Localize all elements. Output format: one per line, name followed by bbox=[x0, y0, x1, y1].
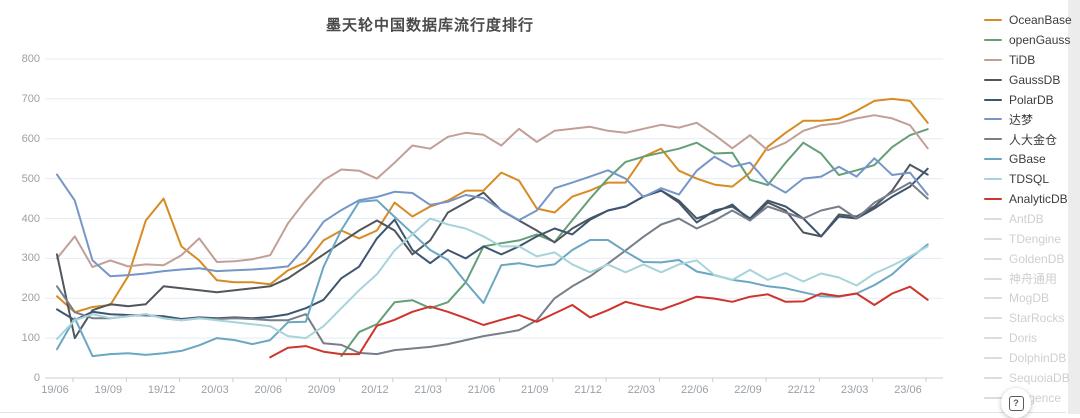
legend-item-label: AnalyticDB bbox=[1009, 191, 1068, 206]
legend-swatch-icon bbox=[984, 98, 1002, 101]
x-axis-tick-label: 22/06 bbox=[680, 384, 709, 396]
legend-swatch-icon bbox=[984, 138, 1002, 141]
legend-item-label: MogDB bbox=[1009, 291, 1050, 306]
legend-item-label: 人大金仓 bbox=[1009, 132, 1058, 147]
legend-item-PolarDB[interactable]: PolarDB bbox=[984, 90, 1076, 110]
legend-item-人大金仓[interactable]: 人大金仓 bbox=[984, 129, 1076, 149]
question-mark-icon: ? bbox=[1008, 395, 1024, 411]
x-axis-tick-label: 20/06 bbox=[254, 384, 282, 396]
chart-legend: OceanBase openGauss TiDB GaussDB PolarDB 达梦人大… bbox=[984, 10, 1076, 408]
y-axis-tick-label: 300 bbox=[21, 252, 40, 265]
legend-swatch-icon bbox=[984, 337, 1002, 340]
x-axis-tick-label: 20/03 bbox=[201, 384, 229, 396]
series-line-OceanBase bbox=[56, 97, 929, 314]
x-axis-tick-label: 22/12 bbox=[787, 384, 816, 396]
legend-item-label: TDSQL bbox=[1009, 172, 1050, 187]
legend-item-label: GaussDB bbox=[1009, 72, 1061, 87]
legend-swatch-icon bbox=[984, 277, 1002, 280]
legend-item-Doris[interactable]: Doris bbox=[984, 328, 1076, 348]
series-line-AnalyticDB bbox=[269, 285, 929, 359]
legend-item-SequoiaDB[interactable]: SequoiaDB bbox=[984, 368, 1076, 388]
legend-item-label: SequoiaDB bbox=[1009, 370, 1070, 385]
x-axis-tick-label: 23/03 bbox=[840, 384, 869, 396]
legend-swatch-icon bbox=[984, 58, 1002, 61]
series-line-GaussDB bbox=[56, 163, 929, 340]
scrollbar-track[interactable] bbox=[1068, 0, 1080, 414]
legend-item-label: DolphinDB bbox=[1009, 351, 1067, 366]
legend-item-神舟通用[interactable]: 神舟通用 bbox=[984, 269, 1076, 289]
x-axis-tick-label: 19/06 bbox=[41, 384, 69, 396]
y-axis-tick-label: 800 bbox=[21, 53, 40, 65]
help-button[interactable]: ? bbox=[1001, 388, 1031, 418]
legend-swatch-icon bbox=[984, 38, 1002, 41]
legend-item-StarRocks[interactable]: StarRocks bbox=[984, 308, 1076, 328]
x-axis-tick-label: 22/03 bbox=[627, 384, 656, 396]
x-axis-tick-label: 21/09 bbox=[521, 384, 549, 396]
page-divider bbox=[0, 412, 1066, 413]
legend-item-label: TDengine bbox=[1009, 231, 1062, 246]
y-axis-tick-label: 0 bbox=[33, 372, 40, 384]
legend-item-label: GoldenDB bbox=[1009, 251, 1065, 266]
series-line-TiDB bbox=[56, 114, 929, 269]
legend-item-TDSQL[interactable]: TDSQL bbox=[984, 169, 1076, 189]
legend-item-TDengine[interactable]: TDengine bbox=[984, 229, 1076, 249]
legend-swatch-icon bbox=[984, 78, 1002, 81]
legend-item-label: OceanBase bbox=[1009, 12, 1072, 27]
x-axis-tick-label: 21/12 bbox=[574, 384, 602, 396]
y-axis-tick-label: 200 bbox=[21, 292, 40, 305]
legend-item-AnalyticDB[interactable]: AnalyticDB bbox=[984, 189, 1076, 209]
legend-item-openGauss[interactable]: openGauss bbox=[984, 30, 1076, 50]
y-axis-tick-label: 400 bbox=[21, 212, 40, 225]
x-axis-tick-label: 19/12 bbox=[147, 384, 176, 396]
legend-swatch-icon bbox=[984, 237, 1002, 240]
x-axis-tick-label: 21/03 bbox=[414, 384, 442, 396]
y-axis-tick-label: 500 bbox=[21, 172, 40, 185]
y-axis-tick-label: 100 bbox=[21, 332, 40, 345]
legend-item-label: AntDB bbox=[1009, 211, 1044, 226]
legend-item-GaussDB[interactable]: GaussDB bbox=[984, 70, 1076, 90]
series-line-TDSQL bbox=[56, 217, 929, 340]
x-axis-tick-label: 20/09 bbox=[307, 384, 336, 396]
legend-item-label: GBase bbox=[1009, 152, 1046, 167]
legend-item-label: StarRocks bbox=[1009, 311, 1065, 326]
legend-item-label: TiDB bbox=[1009, 52, 1036, 67]
legend-swatch-icon bbox=[984, 396, 1002, 399]
legend-item-label: Doris bbox=[1009, 331, 1038, 346]
chart-title: 墨天轮中国数据库流行度排行 bbox=[325, 17, 534, 34]
x-axis-tick-label: 23/06 bbox=[894, 384, 922, 396]
legend-item-label: openGauss bbox=[1009, 32, 1071, 47]
legend-item-label: 神舟通用 bbox=[1009, 272, 1058, 287]
legend-swatch-icon bbox=[984, 317, 1002, 320]
legend-item-DolphinDB[interactable]: DolphinDB bbox=[984, 348, 1076, 368]
legend-item-label: PolarDB bbox=[1009, 92, 1054, 107]
legend-item-label: 达梦 bbox=[1009, 112, 1034, 127]
legend-item-TiDB[interactable]: TiDB bbox=[984, 50, 1076, 70]
legend-swatch-icon bbox=[984, 18, 1002, 21]
x-axis-tick-label: 22/09 bbox=[734, 384, 762, 396]
legend-swatch-icon bbox=[984, 178, 1002, 181]
series-line-GBase bbox=[56, 199, 929, 358]
legend-swatch-icon bbox=[984, 257, 1002, 260]
y-axis-tick-label: 700 bbox=[21, 92, 40, 105]
x-axis-tick-label: 21/06 bbox=[467, 384, 496, 396]
legend-item-OceanBase[interactable]: OceanBase bbox=[984, 10, 1076, 30]
legend-swatch-icon bbox=[984, 357, 1002, 360]
legend-item-达梦[interactable]: 达梦 bbox=[984, 109, 1076, 129]
legend-swatch-icon bbox=[984, 376, 1002, 379]
legend-swatch-icon bbox=[984, 217, 1002, 220]
legend-item-MogDB[interactable]: MogDB bbox=[984, 288, 1076, 308]
x-axis-tick-label: 20/12 bbox=[361, 384, 389, 396]
y-axis-tick-label: 600 bbox=[21, 132, 40, 145]
legend-swatch-icon bbox=[984, 118, 1002, 121]
x-axis-tick-label: 19/09 bbox=[94, 384, 123, 396]
legend-swatch-icon bbox=[984, 197, 1002, 200]
series-line-达梦 bbox=[56, 155, 929, 278]
legend-item-GoldenDB[interactable]: GoldenDB bbox=[984, 249, 1076, 269]
series-line-openGauss bbox=[340, 128, 929, 358]
legend-swatch-icon bbox=[984, 158, 1002, 161]
legend-swatch-icon bbox=[984, 297, 1002, 300]
legend-item-AntDB[interactable]: AntDB bbox=[984, 209, 1076, 229]
legend-item-GBase[interactable]: GBase bbox=[984, 149, 1076, 169]
